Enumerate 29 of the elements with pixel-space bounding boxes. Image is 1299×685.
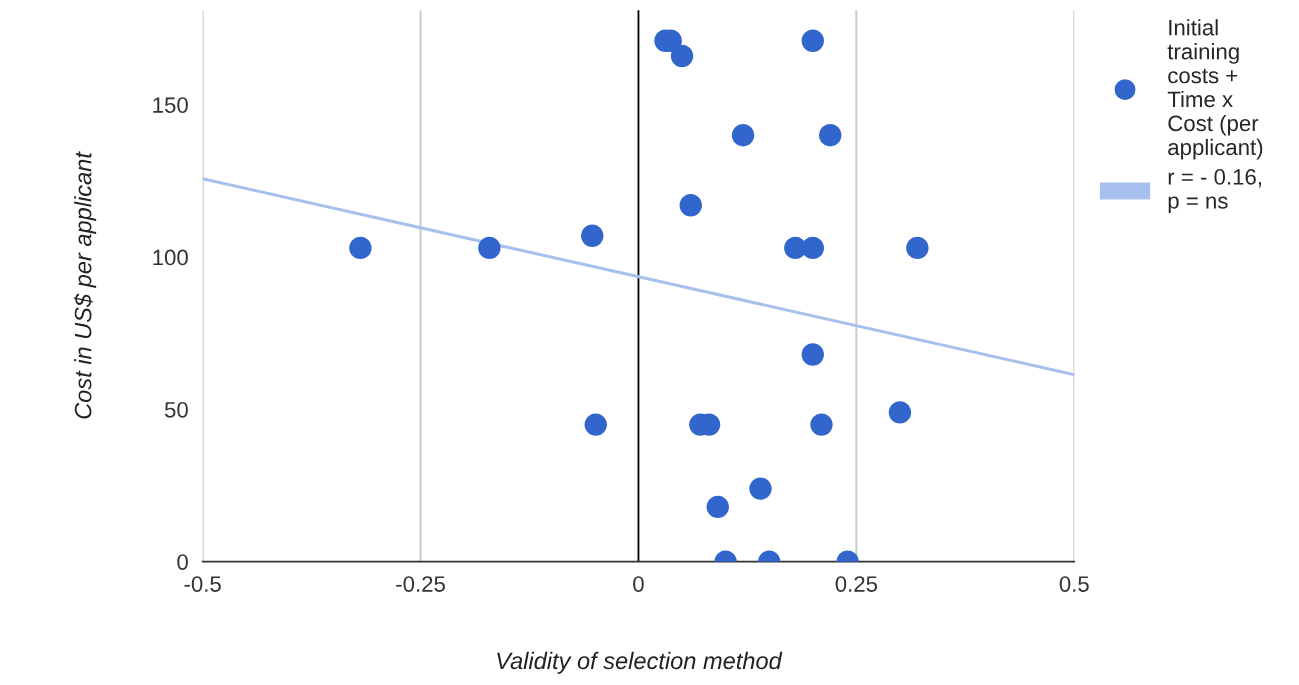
point	[810, 413, 833, 436]
x-tick-label: 0.5	[1059, 576, 1089, 592]
point	[670, 44, 694, 68]
point	[819, 123, 842, 147]
y-tick-label: 150	[153, 97, 188, 113]
x-tick-label: -0.5	[184, 576, 221, 592]
point	[478, 236, 501, 260]
point	[731, 123, 755, 147]
point	[581, 224, 604, 247]
x-tick-label: 0.25	[835, 576, 878, 592]
y-axis-title: Cost in US$ per applicant	[73, 151, 97, 419]
point	[888, 401, 912, 424]
y-tick-label: 100	[153, 249, 188, 266]
x-tick-label: 0	[633, 576, 644, 592]
legend-label: Initial training costs + Time x Cost (per applicant)	[1167, 19, 1263, 160]
point	[584, 413, 607, 436]
x-axis-title: Validity of selection method	[497, 651, 783, 674]
point	[801, 236, 824, 260]
y-tick-label: 50	[164, 401, 188, 418]
legend-label: r = - 0.16, p = ns	[1168, 169, 1261, 214]
point	[706, 495, 729, 519]
point	[801, 29, 824, 52]
x-tick-label: -0.25	[396, 576, 445, 592]
point	[349, 236, 372, 260]
point	[801, 343, 824, 366]
y-tick-label: 0	[177, 554, 188, 570]
point	[679, 194, 702, 217]
point	[749, 477, 772, 500]
point	[906, 236, 929, 260]
